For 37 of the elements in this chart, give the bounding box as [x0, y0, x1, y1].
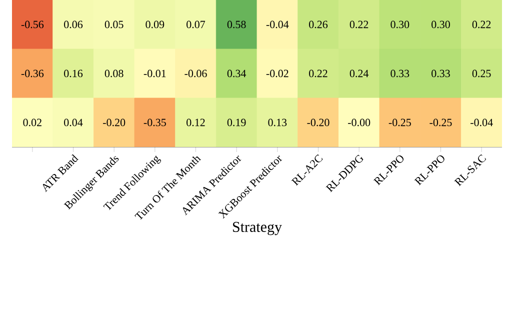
- data-label: 0.33: [390, 70, 410, 78]
- data-label: 0.13: [268, 118, 287, 126]
- data-label: 0.19: [227, 118, 246, 126]
- data-label: 0.34: [227, 70, 246, 78]
- data-label: -0.04: [266, 20, 289, 28]
- data-label: -0.01: [144, 70, 166, 78]
- data-label: 0.05: [104, 20, 124, 28]
- data-label: 0.22: [350, 20, 368, 28]
- data-label: -0.20: [103, 118, 126, 126]
- data-label: -0.25: [388, 118, 411, 126]
- data-label: 0.02: [23, 118, 42, 126]
- data-label: 0.08: [104, 70, 124, 78]
- data-label: 0.33: [432, 70, 450, 78]
- data-label: 0.26: [309, 20, 328, 28]
- data-label: 0.25: [472, 70, 491, 78]
- data-label: 0.16: [64, 70, 83, 78]
- data-label: 0.30: [390, 20, 410, 28]
- data-label: 0.09: [146, 20, 164, 28]
- data-label: 0.22: [309, 70, 328, 78]
- data-label: -0.56: [21, 20, 44, 28]
- data-label: -0.36: [21, 70, 44, 78]
- x-axis-title: Strategy: [233, 222, 282, 236]
- data-label: -0.35: [144, 118, 166, 126]
- data-label: -0.20: [307, 118, 330, 126]
- data-label: 0.07: [186, 20, 206, 28]
- data-label: 0.12: [186, 118, 205, 126]
- data-label: 0.30: [432, 20, 450, 28]
- data-label: 0.24: [350, 70, 369, 78]
- data-label: -0.04: [470, 118, 493, 126]
- data-label: 0.06: [64, 20, 83, 28]
- data-label: -0.06: [184, 70, 207, 78]
- data-label: 0.04: [64, 118, 83, 126]
- data-label: -0.25: [430, 118, 452, 126]
- data-label: 0.58: [227, 20, 246, 28]
- data-label: -0.00: [348, 118, 370, 126]
- data-label: -0.02: [266, 70, 288, 78]
- data-label: 0.22: [472, 20, 491, 28]
